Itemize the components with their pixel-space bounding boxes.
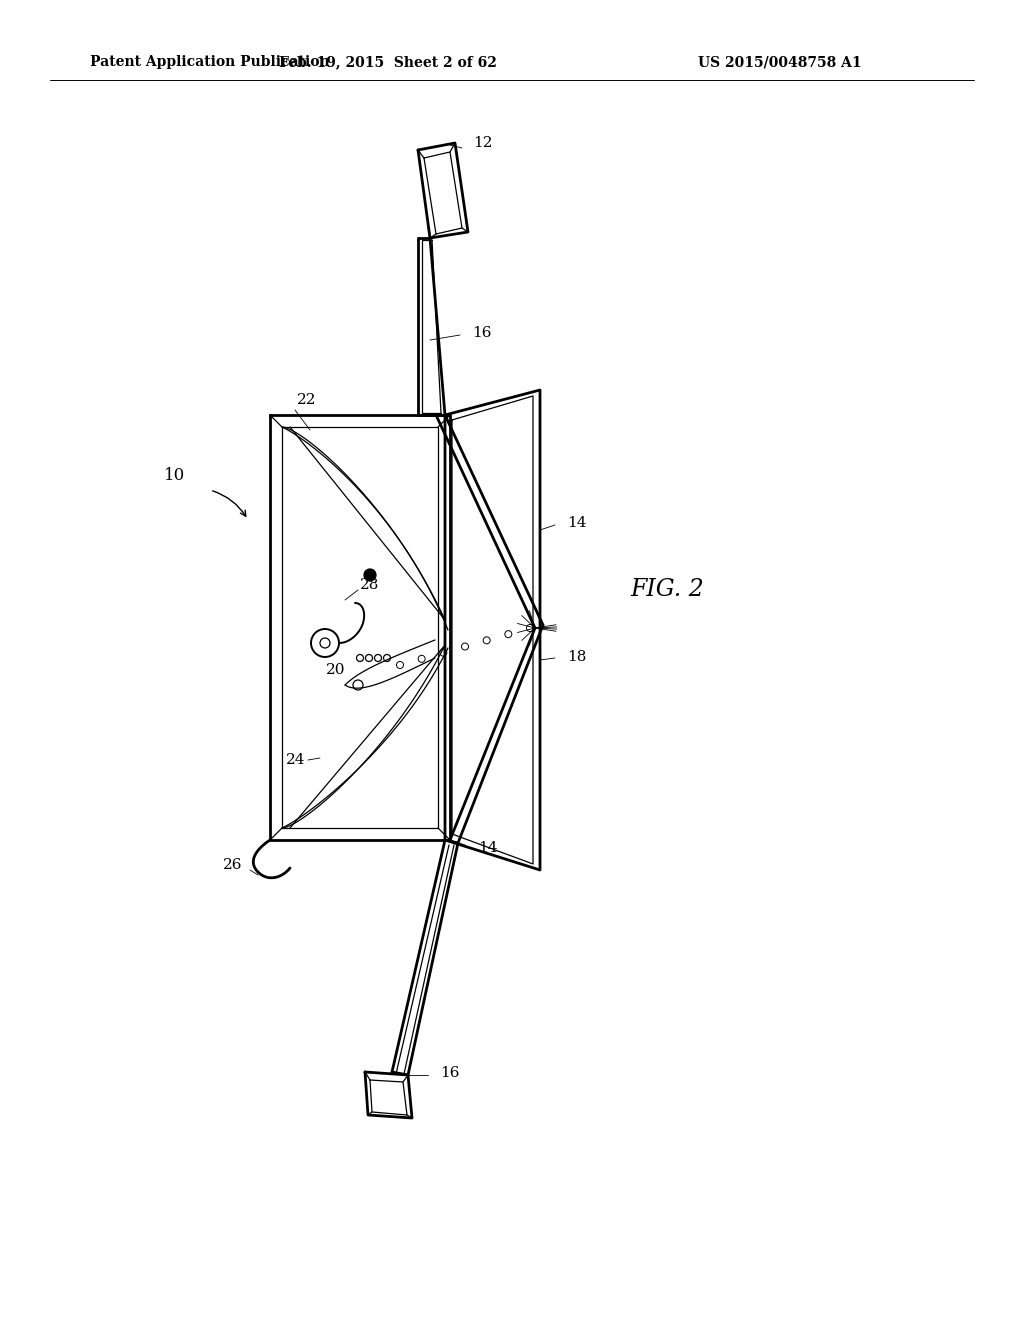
Text: 28: 28 bbox=[360, 578, 379, 591]
Text: 16: 16 bbox=[440, 1067, 460, 1080]
Text: 26: 26 bbox=[222, 858, 242, 873]
Text: 18: 18 bbox=[567, 649, 587, 664]
Text: US 2015/0048758 A1: US 2015/0048758 A1 bbox=[698, 55, 861, 69]
Text: 16: 16 bbox=[472, 326, 492, 341]
Text: 20: 20 bbox=[326, 663, 345, 677]
Text: FIG. 2: FIG. 2 bbox=[630, 578, 703, 602]
Text: 12: 12 bbox=[473, 136, 493, 150]
Circle shape bbox=[364, 569, 376, 581]
Text: 14: 14 bbox=[567, 516, 587, 531]
Text: Patent Application Publication: Patent Application Publication bbox=[90, 55, 330, 69]
Text: 24: 24 bbox=[286, 752, 305, 767]
Text: 14: 14 bbox=[478, 841, 498, 855]
Text: 22: 22 bbox=[297, 393, 316, 407]
Text: 10: 10 bbox=[165, 466, 185, 483]
Text: Feb. 19, 2015  Sheet 2 of 62: Feb. 19, 2015 Sheet 2 of 62 bbox=[280, 55, 497, 69]
